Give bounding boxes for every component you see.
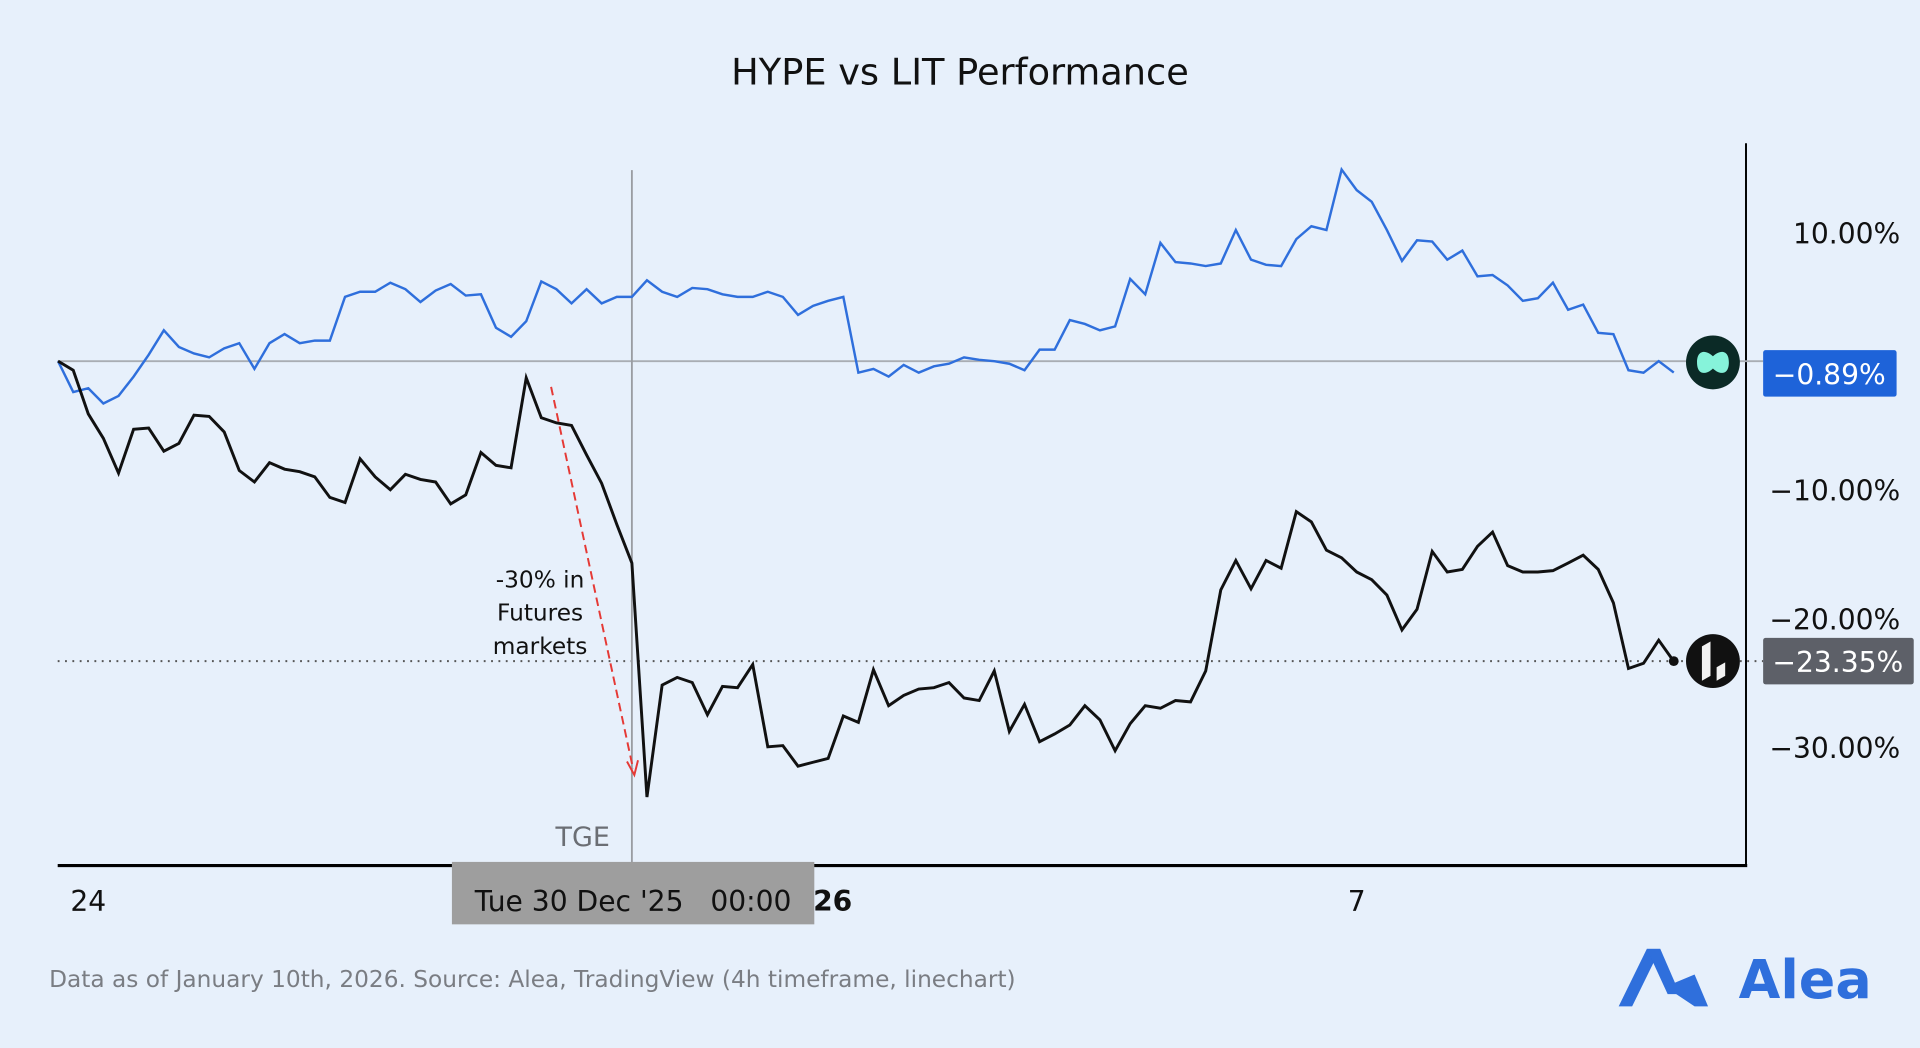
y-tick-label: 10.00% <box>1793 218 1900 251</box>
lit-series-line <box>57 359 1675 798</box>
annotation-line-1: -30% in <box>496 567 585 594</box>
alea-logo-icon <box>1618 948 1709 1007</box>
x-tick-label: 26 <box>813 885 852 918</box>
annotation-arrow <box>550 386 639 778</box>
hype-last-value: −0.89% <box>1773 358 1886 391</box>
y-tick-label: −20.00% <box>1769 603 1900 636</box>
lit-last-value: −23.35% <box>1772 646 1903 679</box>
alea-wordmark: Alea <box>1739 948 1872 1011</box>
hype-logo-icon <box>1686 335 1740 390</box>
annotation-line-3: markets <box>493 633 588 660</box>
source-note: Data as of January 10th, 2026. Source: A… <box>49 966 1016 993</box>
chart-title: HYPE vs LIT Performance <box>731 50 1189 93</box>
crosshair-date-label: Tue 30 Dec '25 00:00 <box>474 885 792 918</box>
x-tick-label: 7 <box>1348 885 1366 918</box>
x-tick-label: 24 <box>70 885 106 918</box>
crosshair-date-tooltip: Tue 30 Dec '25 00:00 <box>451 861 815 925</box>
y-tick-label: −10.00% <box>1769 475 1900 508</box>
lit-logo-icon <box>1686 634 1740 689</box>
hype-price-badge: −0.89% <box>1763 350 1897 397</box>
lit-price-badge: −23.35% <box>1763 637 1914 685</box>
lit-last-point <box>1668 656 1679 667</box>
annotation-line-2: Futures <box>497 600 583 627</box>
hype-series-line <box>56 166 1675 406</box>
tge-label: TGE <box>555 822 610 853</box>
alea-logo: Alea <box>1618 948 1872 1011</box>
y-tick-label: −30.00% <box>1769 732 1900 765</box>
